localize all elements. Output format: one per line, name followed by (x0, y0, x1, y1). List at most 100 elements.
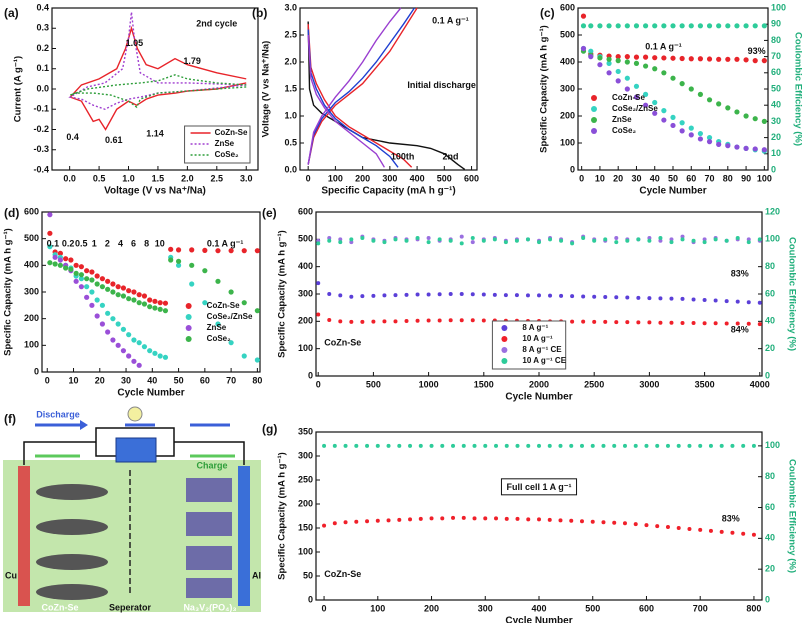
point (752, 23, 758, 29)
annotation-box (500, 478, 578, 496)
point (354, 519, 359, 524)
point (131, 289, 137, 295)
point (131, 337, 137, 343)
y2-tick-label: 60 (765, 288, 775, 298)
y-tick-label: 0 (308, 594, 313, 604)
point (215, 321, 221, 327)
panel-label: (c) (540, 6, 555, 20)
y-tick-label: 2.0 (284, 56, 297, 66)
y-axis-label: Specific Capacity (mA h g⁻¹) (3, 228, 14, 356)
point (614, 235, 619, 240)
point (624, 59, 630, 65)
discharge-label: Discharge (36, 409, 80, 419)
y-tick-label: 0.1 (36, 63, 49, 73)
point (665, 525, 670, 530)
point (375, 518, 380, 523)
point (461, 515, 466, 520)
cathode-crystal (186, 512, 232, 536)
point (647, 320, 652, 325)
point (713, 298, 718, 303)
point (741, 531, 746, 536)
point (343, 520, 348, 525)
annotation: 93% (748, 46, 766, 56)
cathode-crystal (186, 578, 232, 598)
y-tick-label: 350 (298, 426, 313, 436)
point (751, 443, 756, 448)
x-tick-label: 40 (147, 375, 157, 385)
point (115, 342, 121, 348)
point (636, 295, 641, 300)
point (706, 23, 713, 29)
point (624, 86, 630, 92)
wire (23, 441, 96, 465)
point (658, 235, 663, 240)
point (691, 297, 696, 302)
point (652, 99, 658, 106)
y2-tick-label: 40 (771, 100, 781, 110)
point (360, 235, 365, 240)
legend-label: 8 A g⁻¹ (522, 323, 548, 332)
y-tick-label: 300 (298, 450, 313, 460)
y-tick-label: 100 (560, 137, 575, 147)
y2-tick-label: 0 (771, 164, 776, 174)
point (525, 293, 530, 298)
x-tick-label: 1000 (419, 379, 439, 389)
point (459, 241, 464, 246)
legend-marker (501, 336, 508, 342)
point (579, 443, 584, 448)
point (365, 443, 370, 448)
y-tick-label: 0.0 (284, 164, 297, 174)
point (371, 238, 376, 243)
point (94, 297, 100, 303)
point (152, 305, 158, 311)
anode-particle (36, 484, 108, 500)
y-tick-label: 400 (298, 261, 313, 271)
point (606, 60, 612, 66)
point (360, 294, 365, 299)
legend-label: CoSe₂ (215, 150, 239, 159)
x-axis-label: Cycle Number (117, 388, 184, 399)
point (633, 94, 640, 100)
point (625, 320, 630, 325)
y2-tick-label: 120 (765, 206, 780, 216)
point (624, 54, 630, 60)
annotation: 84% (731, 324, 749, 334)
legend-label: ZnSe (207, 323, 227, 332)
point (47, 212, 53, 218)
point (642, 102, 649, 108)
point (687, 443, 692, 448)
point (588, 23, 594, 29)
point (614, 295, 619, 300)
point (612, 520, 617, 525)
point (52, 254, 58, 260)
point (349, 237, 354, 242)
plot-frame (315, 431, 763, 601)
cathode-crystal (186, 546, 232, 570)
point (89, 269, 95, 275)
x-tick-label: 0.5 (93, 173, 106, 183)
y-tick-label: 400 (24, 260, 39, 270)
point (429, 443, 434, 448)
point (397, 443, 402, 448)
plot-frame (41, 211, 261, 373)
y2-tick-label: 80 (765, 261, 775, 271)
point (633, 60, 640, 66)
point (175, 258, 182, 264)
curve (307, 7, 415, 165)
x-tick-label: 3000 (639, 379, 659, 389)
point (569, 518, 574, 523)
x-tick-label: 60 (200, 375, 210, 385)
point (338, 237, 343, 242)
x-tick-label: 2.5 (211, 173, 224, 183)
al-label: Al (252, 570, 261, 580)
point (725, 23, 731, 29)
y2-tick-label: 80 (771, 35, 781, 45)
arrow-head (80, 420, 88, 430)
point (162, 354, 169, 360)
panel-label: (d) (4, 206, 19, 220)
point (702, 237, 707, 242)
point (601, 443, 606, 448)
point (713, 237, 718, 242)
x-tick-label: 2.0 (181, 173, 194, 183)
point (652, 55, 658, 61)
